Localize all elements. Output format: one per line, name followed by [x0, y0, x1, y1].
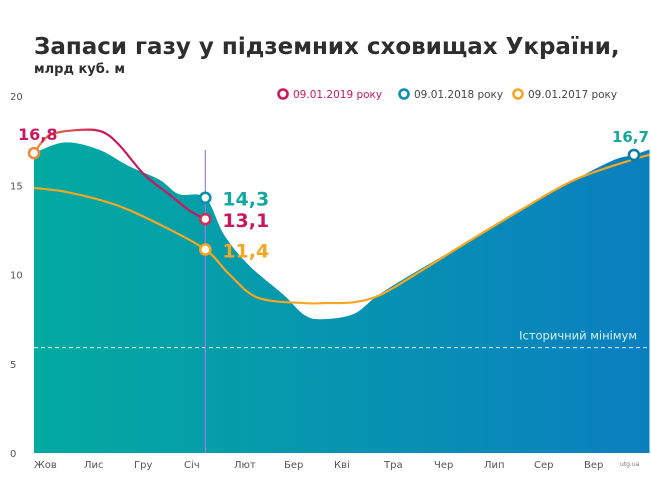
legend-item: 09.01.2018 року [398, 88, 503, 101]
x-tick-label: Лис [84, 460, 104, 471]
chart-subtitle: млрд куб. м [34, 62, 125, 77]
legend-marker-icon [398, 88, 410, 100]
x-tick-label: Вер [584, 460, 603, 471]
x-tick-label: Лип [484, 460, 505, 471]
x-tick-label: Тра [383, 460, 403, 471]
legend-marker-icon [277, 88, 289, 100]
y-axis: 0 5 10 15 20 [10, 92, 23, 460]
x-tick-label: Гру [134, 460, 152, 471]
data-label: 13,1 [222, 210, 269, 232]
x-axis: Жов Лис Гру Січ Лют Бер Кві Тра Чер Лип Сер Вер [34, 459, 603, 471]
legend: 09.01.2019 року 09.01.2018 року 09.01.2017… [277, 88, 617, 101]
data-label: 14,3 [222, 189, 269, 211]
legend-label: 09.01.2019 року [293, 89, 382, 101]
legend-label: 09.01.2018 року [414, 89, 503, 101]
y-tick-label: 10 [10, 271, 23, 282]
line-series-2017 [33, 153, 650, 305]
chart-title: Запаси газу у підземних сховищах України… [34, 34, 620, 60]
x-tick-label: Кві [334, 459, 350, 471]
legend-item: 09.01.2017 року [512, 88, 617, 101]
data-point-marker [27, 146, 41, 160]
legend-label: 09.01.2017 року [528, 89, 617, 101]
x-tick-label: Лют [234, 460, 256, 471]
line-series-2019 [33, 128, 206, 221]
plot-area: Історичний мінімум 16,8 14,313,1 11,4 16,7 [18, 125, 651, 453]
y-tick-label: 20 [10, 92, 23, 103]
legend-item: 09.01.2019 року [277, 88, 382, 101]
x-tick-label: Чер [434, 460, 453, 471]
x-tick-label: Січ [184, 459, 200, 471]
x-tick-label: Бер [284, 460, 303, 471]
data-label: 11,4 [222, 241, 269, 263]
data-label: 16,8 [18, 125, 57, 144]
data-point-marker [199, 243, 212, 256]
x-tick-label: Жов [34, 460, 57, 471]
source-label: utg.ua [620, 461, 640, 468]
x-tick-label: Сер [534, 460, 553, 471]
data-point-marker [627, 148, 641, 162]
data-point-marker [199, 191, 212, 205]
area-series-2018 [34, 142, 650, 453]
data-label: 16,7 [612, 128, 649, 146]
y-tick-label: 15 [10, 181, 23, 192]
historic-minimum-label: Історичний мінімум [519, 329, 637, 343]
y-tick-label: 0 [10, 449, 16, 460]
data-point-marker [199, 212, 212, 226]
legend-marker-icon [512, 88, 524, 100]
y-tick-label: 5 [10, 360, 16, 371]
